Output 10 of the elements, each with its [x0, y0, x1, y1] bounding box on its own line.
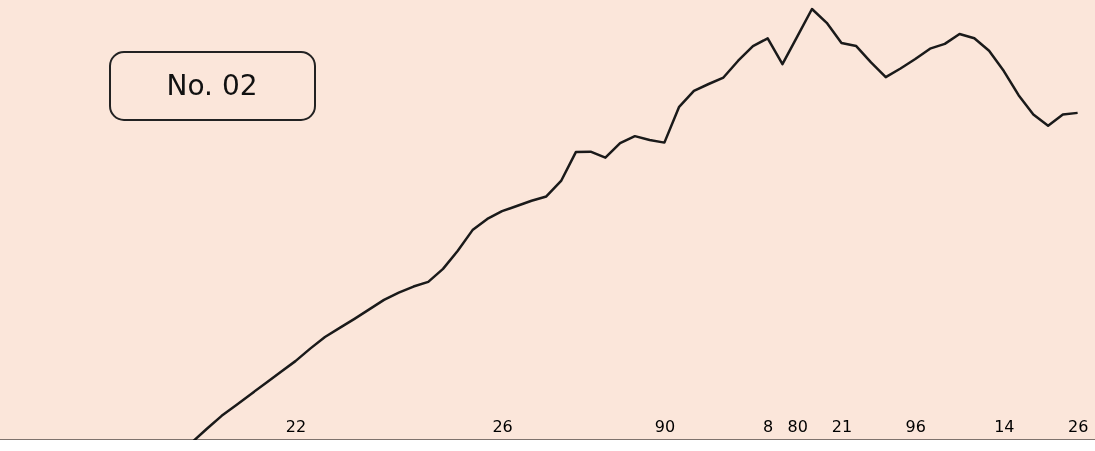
x-tick-label: 26 — [492, 416, 513, 436]
x-tick-label: 80 — [787, 416, 808, 436]
x-tick-label: 26 — [1067, 416, 1089, 436]
x-tick-label: 8 — [763, 416, 774, 436]
x-tick-label: 22 — [285, 416, 307, 436]
x-tick-label: 96 — [905, 416, 926, 436]
x-tick-label: 14 — [994, 416, 1015, 436]
annotation: No. 02 — [166, 69, 258, 102]
x-tick-label: 21 — [831, 416, 853, 436]
x-tick-label: 90 — [654, 416, 676, 436]
